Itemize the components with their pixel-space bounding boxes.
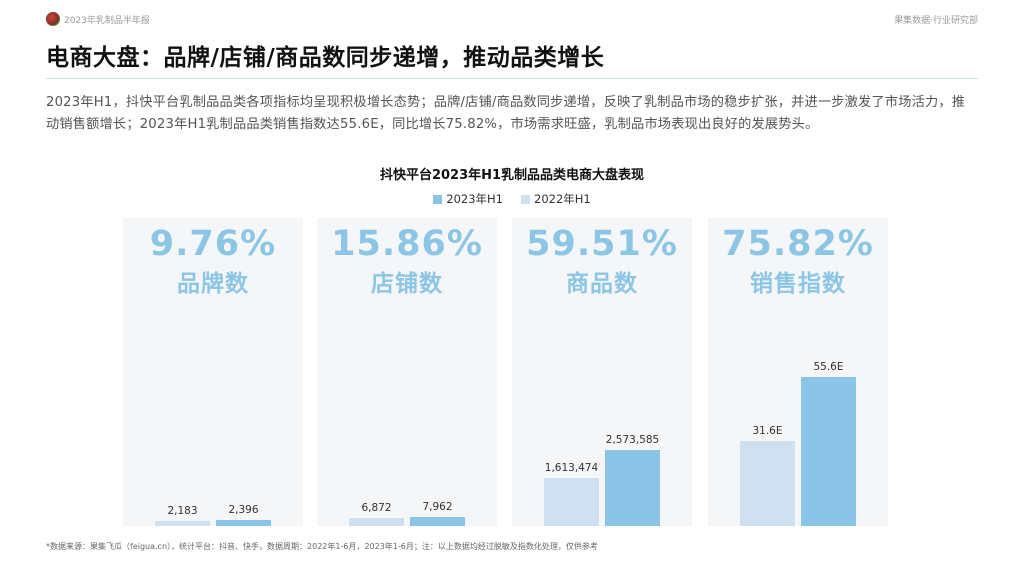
chart-panel-brands: 9.76% 品牌数 — [123, 218, 303, 526]
legend-swatch-2023 — [433, 194, 443, 204]
chart-title: 抖快平台2023年H1乳制品品类电商大盘表现 — [379, 168, 645, 183]
legend-label-2022: 2022年H1 — [534, 192, 591, 206]
chart-panel-stores: 15.86% 店铺数 — [317, 218, 497, 526]
bar-label-stores-2023: 7,962 — [422, 501, 453, 514]
metric-label-stores: 店铺数 — [371, 271, 443, 297]
growth-rate-sales-index: 75.82% — [722, 224, 874, 264]
chart-panel-sales-index: 75.82% 销售指数 — [708, 218, 888, 526]
metric-label-brands: 品牌数 — [177, 271, 249, 297]
bar-label-stores-2022: 6,872 — [361, 502, 392, 515]
bar-sales-index-2022 — [740, 441, 795, 526]
page-title: 电商大盘：品牌/店铺/商品数同步递增，推动品类增长 — [46, 45, 605, 71]
bar-label-brands-2022: 2,183 — [167, 504, 198, 517]
chart-panel-products: 59.51% 商品数 — [512, 218, 692, 526]
bar-brands-2022 — [155, 520, 210, 526]
legend-label-2023: 2023年H1 — [446, 192, 503, 206]
legend-item-2022: 2022年H1 — [521, 191, 591, 207]
bar-label-products-2023: 2,573,585 — [605, 434, 660, 447]
bar-stores-2023 — [410, 517, 465, 526]
brand-logo-icon — [46, 12, 60, 26]
growth-rate-brands: 9.76% — [149, 224, 277, 264]
bar-label-sales-index-2023: 55.6E — [813, 361, 844, 374]
metric-label-products: 商品数 — [566, 271, 638, 297]
bar-sales-index-2023 — [801, 377, 856, 526]
bar-brands-2023 — [216, 520, 271, 526]
top-bar: 2023年乳制品半年报 果集数据·行业研究部 — [46, 12, 978, 28]
footnote: *数据来源：果集飞瓜（feigua.cn），统计平台：抖音、快手，数据周期：20… — [46, 542, 598, 551]
growth-rate-stores: 15.86% — [331, 224, 483, 264]
bar-stores-2022 — [349, 518, 404, 526]
bar-products-2023 — [605, 450, 660, 526]
title-divider — [46, 78, 978, 79]
bar-label-brands-2023: 2,396 — [228, 504, 259, 517]
chart-legend: 2023年H1 2022年H1 — [0, 191, 1024, 207]
legend-item-2023: 2023年H1 — [433, 191, 503, 207]
bar-label-sales-index-2022: 31.6E — [752, 425, 783, 438]
growth-rate-products: 59.51% — [526, 224, 678, 264]
metric-label-sales-index: 销售指数 — [750, 271, 846, 297]
bar-products-2022 — [544, 478, 599, 526]
bar-label-products-2022: 1,613,474 — [544, 462, 599, 475]
brand-tag: 果集数据·行业研究部 — [894, 16, 978, 26]
report-tag: 2023年乳制品半年报 — [64, 16, 150, 26]
summary-text: 2023年H1，抖快平台乳制品品类各项指标均呈现积极增长态势；品牌/店铺/商品数… — [46, 95, 966, 132]
legend-swatch-2022 — [521, 194, 530, 204]
